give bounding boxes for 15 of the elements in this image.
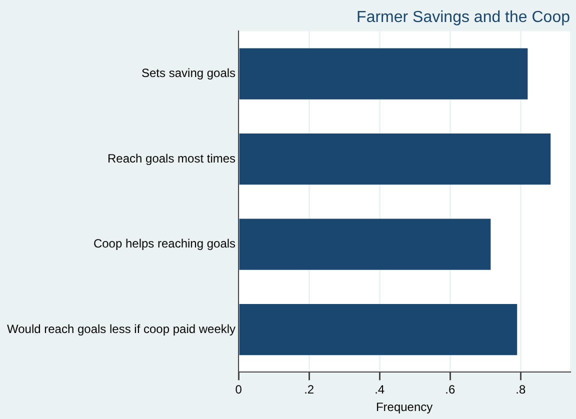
x-tick-label: .8 (516, 382, 526, 397)
x-tick-label: 0 (235, 382, 242, 397)
y-tick-label: Reach goals most times (108, 151, 236, 166)
bar (239, 218, 491, 270)
x-tick-label: .2 (304, 382, 314, 397)
bar (239, 48, 528, 100)
y-tick-label: Coop helps reaching goals (93, 236, 236, 251)
chart-title: Farmer Savings and the Coop (356, 9, 570, 26)
y-tick-label: Would reach goals less if coop paid weekly (6, 322, 236, 336)
bar (239, 134, 551, 185)
x-tick-label: .6 (445, 382, 456, 397)
x-tick-label: .4 (374, 382, 385, 397)
y-tick-label: Sets saving goals (142, 66, 236, 80)
bar (239, 304, 518, 356)
x-axis-title: Frequency (376, 400, 433, 414)
